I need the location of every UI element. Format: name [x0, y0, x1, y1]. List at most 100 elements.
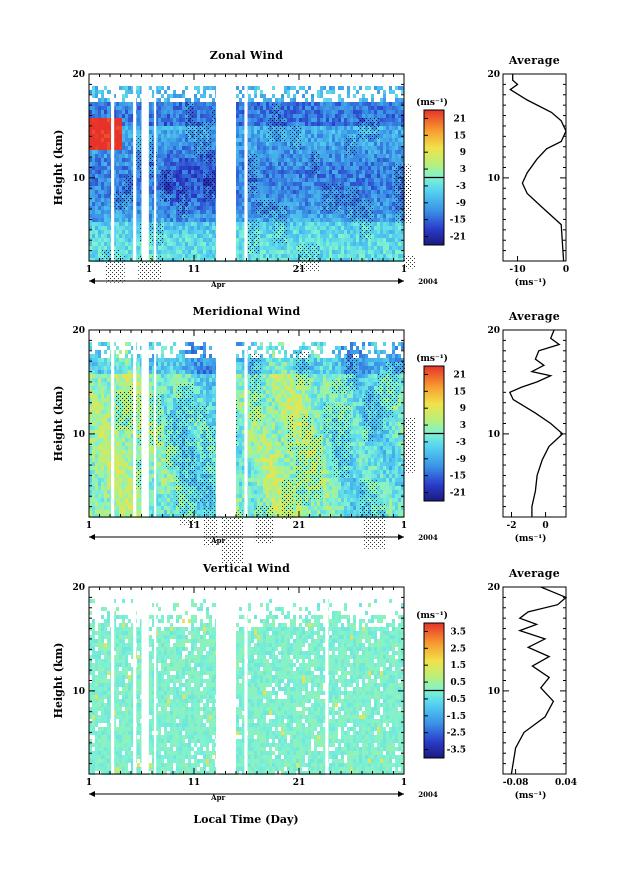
heatmap-cell — [158, 154, 161, 158]
heatmap-cell — [377, 214, 380, 218]
heatmap-cell — [131, 258, 134, 262]
heatmap-cell — [383, 234, 386, 238]
heatmap-cell — [287, 142, 290, 146]
heatmap-cell — [113, 462, 116, 466]
heatmap-cell — [332, 254, 335, 258]
heatmap-cell — [212, 86, 215, 90]
heatmap-cell — [317, 218, 320, 222]
heatmap-cell — [257, 146, 260, 150]
heatmap-cell — [242, 254, 245, 258]
heatmap-cell — [401, 138, 404, 142]
heatmap-cell — [347, 158, 350, 162]
heatmap-cell — [236, 230, 239, 234]
heatmap-cell — [386, 202, 389, 206]
heatmap-cell — [260, 126, 263, 130]
heatmap-cell — [95, 210, 98, 214]
heatmap-cell — [101, 162, 104, 166]
heatmap-cell — [137, 90, 140, 94]
heatmap-cell — [170, 250, 173, 254]
heatmap-cell — [104, 374, 107, 378]
heatmap-cell — [242, 146, 245, 150]
heatmap-cell — [191, 194, 194, 198]
heatmap-cell — [149, 202, 152, 206]
heatmap-cell — [119, 214, 122, 218]
heatmap-cell — [116, 174, 119, 178]
heatmap-cell — [92, 166, 95, 170]
heatmap-cell — [239, 250, 242, 254]
heatmap-cell — [182, 218, 185, 222]
average-y-label: 10 — [487, 174, 500, 184]
heatmap-cell — [329, 170, 332, 174]
heatmap-cell — [344, 234, 347, 238]
heatmap-cell — [176, 198, 179, 202]
heatmap-cell — [311, 94, 314, 98]
heatmap-cell — [104, 86, 107, 90]
heatmap-cell — [236, 182, 239, 186]
heatmap-cell — [329, 138, 332, 142]
heatmap-cell — [194, 94, 197, 98]
heatmap-cell — [236, 114, 239, 118]
heatmap-cell — [341, 126, 344, 130]
heatmap-cell — [116, 234, 119, 238]
heatmap-cell — [296, 230, 299, 234]
heatmap-cell — [212, 242, 215, 246]
heatmap-cell — [170, 226, 173, 230]
heatmap-cell — [332, 234, 335, 238]
heatmap-cell — [104, 402, 107, 406]
heatmap-cell — [329, 150, 332, 154]
heatmap-cell — [200, 182, 203, 186]
heatmap-cell — [329, 246, 332, 250]
heatmap-cell — [362, 166, 365, 170]
heatmap-cell — [179, 110, 182, 114]
heatmap-cell — [113, 146, 116, 150]
heatmap-cell — [368, 190, 371, 194]
heatmap-cell — [257, 174, 260, 178]
heatmap-cell — [326, 118, 329, 122]
heatmap-cell — [191, 190, 194, 194]
heatmap-cell — [131, 142, 134, 146]
heatmap-cell — [368, 114, 371, 118]
heatmap-cell — [338, 162, 341, 166]
heatmap-cell — [326, 254, 329, 258]
heatmap-cell — [113, 454, 116, 458]
heatmap-cell — [95, 498, 98, 502]
heatmap-cell — [257, 258, 260, 262]
heatmap-cell — [251, 98, 254, 102]
heatmap-cell — [92, 254, 95, 258]
heatmap-cell — [98, 430, 101, 434]
heatmap-cell — [287, 126, 290, 130]
heatmap-cell — [305, 170, 308, 174]
heatmap-cell — [200, 158, 203, 162]
heatmap-cell — [311, 194, 314, 198]
heatmap-cell — [278, 186, 281, 190]
heatmap-cell — [305, 202, 308, 206]
heatmap-cell — [347, 118, 350, 122]
heatmap-cell — [161, 202, 164, 206]
heatmap-cell — [401, 118, 404, 122]
heatmap-cell — [326, 234, 329, 238]
heatmap-cell — [317, 126, 320, 130]
heatmap-cell — [119, 142, 122, 146]
heatmap-cell — [128, 258, 131, 262]
heatmap-cell — [350, 250, 353, 254]
heatmap-cell — [392, 142, 395, 146]
heatmap-cell — [386, 246, 389, 250]
heatmap-cell — [125, 226, 128, 230]
heatmap-cell — [317, 142, 320, 146]
heatmap-cell — [167, 142, 170, 146]
heatmap-cell — [344, 126, 347, 130]
heatmap-cell — [371, 138, 374, 142]
heatmap-cell — [131, 146, 134, 150]
heatmap-cell — [239, 154, 242, 158]
heatmap-cell — [338, 134, 341, 138]
heatmap-cell — [377, 226, 380, 230]
heatmap-cell — [260, 150, 263, 154]
heatmap-cell — [113, 478, 116, 482]
heatmap-cell — [344, 174, 347, 178]
heatmap-cell — [347, 242, 350, 246]
heatmap-cell — [335, 234, 338, 238]
heatmap-cell — [335, 166, 338, 170]
heatmap-cell — [344, 206, 347, 210]
heatmap-cell — [362, 106, 365, 110]
heatmap-cell — [401, 154, 404, 158]
